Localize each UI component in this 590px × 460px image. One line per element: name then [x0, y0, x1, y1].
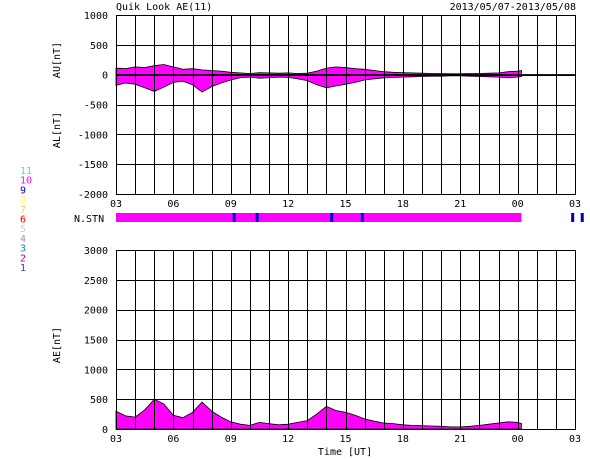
nstn-bar	[116, 213, 584, 222]
legend-entry: 8	[20, 195, 26, 206]
y-tick-label: 1000	[84, 11, 108, 22]
nstn-mark	[255, 213, 259, 222]
legend-entry: 3	[20, 244, 26, 255]
x-tick-label: 18	[397, 199, 409, 210]
au-al-grid	[116, 15, 575, 195]
y-tick-label: 1500	[84, 336, 108, 347]
nstn-mark	[580, 213, 584, 222]
au-al-x-ticks: 03 06 09 12 15 18 21 00 03	[110, 199, 581, 210]
legend-entry: 7	[20, 205, 26, 216]
x-tick-label: 03	[110, 199, 122, 210]
y-tick-label: 2000	[84, 306, 108, 317]
ae-y-ticks: 3000 2500 2000 1500 1000 500 0	[84, 246, 108, 436]
x-tick-label: 09	[225, 199, 237, 210]
nstn-mark	[330, 213, 334, 222]
x-tick-label: 12	[282, 434, 294, 445]
au-al-frame	[116, 15, 576, 195]
y-tick-label: -1500	[78, 160, 108, 171]
x-tick-label: 12	[282, 199, 294, 210]
nstn-mark	[232, 213, 236, 222]
y-tick-label: 500	[90, 395, 108, 406]
ae-grid	[116, 250, 575, 430]
nstn-fill	[116, 213, 522, 222]
legend-entry: 2	[20, 253, 26, 264]
x-tick-label: 21	[454, 199, 466, 210]
au-al-y-ticks: 1000 500 0 -500 -1000 -1500 -2000	[78, 11, 108, 201]
ae-x-ticks: 03 06 09 12 15 18 21 00 03	[110, 434, 581, 445]
legend-entry: 6	[20, 215, 26, 226]
y-tick-label: 2500	[84, 276, 108, 287]
y-tick-label: 3000	[84, 246, 108, 257]
chart-title: Quik Look AE(11)	[116, 2, 212, 13]
date-range: 2013/05/07-2013/05/08	[450, 2, 576, 13]
x-tick-label: 21	[454, 434, 466, 445]
legend-entry: 10	[20, 176, 32, 187]
al-axis-label: AL[nT]	[52, 112, 63, 148]
y-tick-label: 0	[102, 71, 108, 82]
nstn-mark	[571, 213, 575, 222]
legend-entry: 11	[20, 166, 32, 177]
y-tick-label: 500	[90, 41, 108, 52]
x-tick-label: 00	[512, 199, 524, 210]
legend-entry: 4	[20, 234, 26, 245]
legend-entry: 9	[20, 185, 26, 196]
x-tick-label: 09	[225, 434, 237, 445]
legend-entry: 1	[20, 263, 26, 274]
y-tick-label: 1000	[84, 365, 108, 376]
y-tick-label: 0	[102, 425, 108, 436]
y-tick-label: -500	[84, 101, 108, 112]
x-tick-label: 03	[569, 434, 581, 445]
x-tick-label: 03	[110, 434, 122, 445]
ae-axis-label: AE[nT]	[52, 327, 63, 363]
nstn-mark	[360, 213, 364, 222]
x-axis-label: Time [UT]	[318, 447, 372, 458]
x-tick-label: 00	[512, 434, 524, 445]
ae-frame	[116, 250, 576, 430]
x-tick-label: 06	[167, 434, 179, 445]
y-tick-label: -1000	[78, 130, 108, 141]
y-tick-label: -2000	[78, 190, 108, 201]
x-tick-label: 06	[167, 199, 179, 210]
x-tick-label: 03	[569, 199, 581, 210]
x-tick-label: 15	[339, 199, 351, 210]
x-tick-label: 15	[339, 434, 351, 445]
au-axis-label: AU[nT]	[52, 42, 63, 78]
x-tick-label: 18	[397, 434, 409, 445]
nstn-label: N.STN	[74, 214, 104, 225]
legend-entry: 5	[20, 224, 26, 235]
au-al-area	[115, 64, 575, 93]
